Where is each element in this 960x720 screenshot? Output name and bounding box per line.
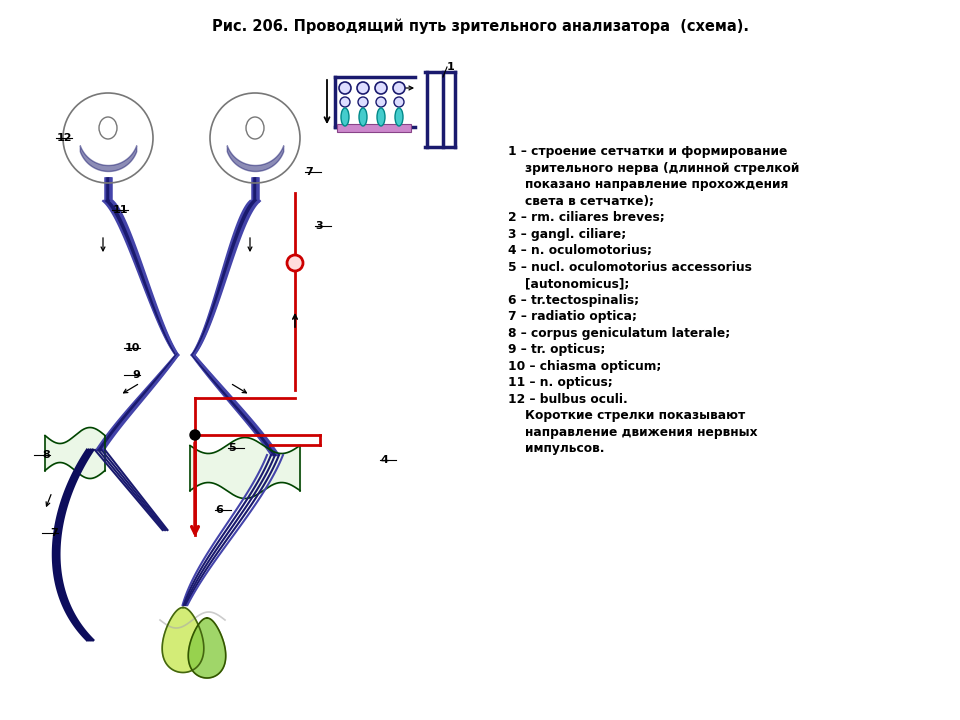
Circle shape bbox=[376, 97, 386, 107]
Text: 10 – chiasma opticum;: 10 – chiasma opticum; bbox=[508, 359, 661, 372]
Text: 6: 6 bbox=[215, 505, 223, 515]
Circle shape bbox=[287, 255, 303, 271]
Text: зрительного нерва (длинной стрелкой: зрительного нерва (длинной стрелкой bbox=[508, 161, 800, 174]
Text: 9: 9 bbox=[132, 370, 140, 380]
Text: 9 – tr. opticus;: 9 – tr. opticus; bbox=[508, 343, 606, 356]
Ellipse shape bbox=[377, 108, 385, 126]
Ellipse shape bbox=[359, 108, 367, 126]
Ellipse shape bbox=[341, 108, 349, 126]
Circle shape bbox=[393, 82, 405, 94]
FancyBboxPatch shape bbox=[337, 124, 411, 132]
Text: 7: 7 bbox=[305, 167, 313, 177]
Text: 8: 8 bbox=[42, 450, 50, 460]
Text: 1: 1 bbox=[447, 62, 455, 72]
Text: 3 – gangl. ciliare;: 3 – gangl. ciliare; bbox=[508, 228, 626, 240]
Circle shape bbox=[340, 97, 350, 107]
Text: 4 – n. oculomotorius;: 4 – n. oculomotorius; bbox=[508, 244, 652, 257]
Text: 10: 10 bbox=[125, 343, 140, 353]
Text: 12 – bulbus oculi.: 12 – bulbus oculi. bbox=[508, 392, 628, 405]
Text: 1 – строение сетчатки и формирование: 1 – строение сетчатки и формирование bbox=[508, 145, 787, 158]
Text: Рис. 206. Проводящий путь зрительного анализатора  (схема).: Рис. 206. Проводящий путь зрительного ан… bbox=[211, 18, 749, 34]
Text: 2 – rm. ciliares breves;: 2 – rm. ciliares breves; bbox=[508, 211, 664, 224]
Circle shape bbox=[394, 97, 404, 107]
Text: света в сетчатке);: света в сетчатке); bbox=[508, 194, 654, 207]
Text: [autonomicus];: [autonomicus]; bbox=[508, 277, 630, 290]
Text: 12: 12 bbox=[57, 133, 72, 143]
Ellipse shape bbox=[395, 108, 403, 126]
Text: 4: 4 bbox=[380, 455, 388, 465]
Circle shape bbox=[190, 430, 200, 440]
Text: 3: 3 bbox=[315, 221, 323, 231]
Text: 7: 7 bbox=[50, 528, 58, 538]
Text: Короткие стрелки показывают: Короткие стрелки показывают bbox=[508, 409, 745, 422]
Circle shape bbox=[357, 82, 369, 94]
Text: 5: 5 bbox=[228, 443, 235, 453]
Text: 6 – tr.tectospinalis;: 6 – tr.tectospinalis; bbox=[508, 294, 639, 307]
Circle shape bbox=[339, 82, 351, 94]
Circle shape bbox=[375, 82, 387, 94]
Text: 7 – radiatio optica;: 7 – radiatio optica; bbox=[508, 310, 637, 323]
Text: 11 – n. opticus;: 11 – n. opticus; bbox=[508, 376, 612, 389]
Text: направление движения нервных: направление движения нервных bbox=[508, 426, 757, 438]
Text: 5 – nucl. oculomotorius accessorius: 5 – nucl. oculomotorius accessorius bbox=[508, 261, 752, 274]
Polygon shape bbox=[188, 618, 226, 678]
Text: 11: 11 bbox=[112, 205, 128, 215]
Polygon shape bbox=[162, 608, 204, 672]
Text: импульсов.: импульсов. bbox=[508, 442, 605, 455]
Circle shape bbox=[358, 97, 368, 107]
Text: 8 – corpus geniculatum laterale;: 8 – corpus geniculatum laterale; bbox=[508, 326, 731, 340]
Text: показано направление прохождения: показано направление прохождения bbox=[508, 178, 788, 191]
